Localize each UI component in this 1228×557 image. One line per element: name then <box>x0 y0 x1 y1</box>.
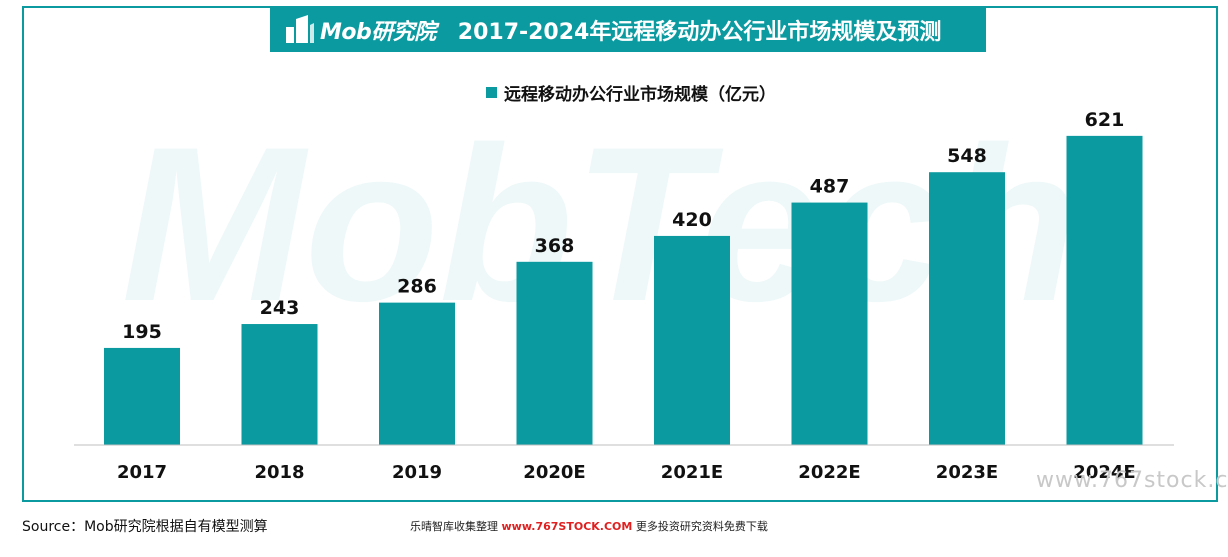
footer-note: 乐晴智库收集整理 www.767STOCK.COM 更多投资研究资料免费下载 <box>410 518 768 534</box>
data-label-2017: 195 <box>122 321 162 343</box>
data-label-2023E: 548 <box>947 145 987 167</box>
title-band: Mob研究院 2017-2024年远程移动办公行业市场规模及预测 <box>270 8 986 52</box>
brand-logo-icon <box>286 15 314 43</box>
x-tick-label-2021E: 2021E <box>661 462 723 483</box>
chart-title: 2017-2024年远程移动办公行业市场规模及预测 <box>457 20 942 45</box>
bar-2020E <box>516 261 593 445</box>
data-label-2024E: 621 <box>1085 109 1125 131</box>
x-tick-label-2019: 2019 <box>392 462 442 483</box>
footer-site: www.767STOCK.COM <box>501 520 633 533</box>
bar-2023E <box>929 172 1005 445</box>
data-label-2022E: 487 <box>810 176 850 198</box>
data-label-2021E: 420 <box>672 209 712 231</box>
legend-swatch <box>486 87 497 98</box>
x-tick-label-2022E: 2022E <box>798 462 860 483</box>
brand-logo: Mob研究院 <box>284 14 436 46</box>
x-tick-label-2023E: 2023E <box>936 462 998 483</box>
bar-2019 <box>379 302 455 445</box>
bar-2018 <box>241 324 318 445</box>
brand-name: Mob研究院 <box>320 20 436 45</box>
bar-2017 <box>104 347 180 445</box>
footer-suffix: 更多投资研究资料免费下载 <box>635 520 768 533</box>
x-tick-label-2020E: 2020E <box>523 462 585 483</box>
bar-2021E <box>654 235 730 445</box>
legend-label: 远程移动办公行业市场规模（亿元） <box>504 85 776 105</box>
data-label-2020E: 368 <box>535 235 575 257</box>
bar-2024E <box>1066 135 1143 446</box>
data-label-2019: 286 <box>397 276 437 298</box>
bar-2022E <box>791 202 868 445</box>
bars-layer <box>104 135 1143 446</box>
data-label-2018: 243 <box>260 297 300 319</box>
x-tick-label-2024E: 2024E <box>1073 462 1135 483</box>
corner-watermark: www.767stock.com <box>1036 468 1228 493</box>
source-note: Source：Mob研究院根据自有模型测算 <box>22 519 268 535</box>
legend: 远程移动办公行业市场规模（亿元） <box>486 80 776 105</box>
watermark-text: MobTech <box>121 101 1078 347</box>
chart-frame <box>22 6 1218 502</box>
x-tick-label-2017: 2017 <box>117 462 167 483</box>
x-tick-label-2018: 2018 <box>254 462 304 483</box>
footer-prefix: 乐晴智库收集整理 <box>410 520 498 533</box>
labels-layer: 195 2017 243 2018 286 2019 368 2020E 420 2021E 487… <box>117 109 1136 483</box>
